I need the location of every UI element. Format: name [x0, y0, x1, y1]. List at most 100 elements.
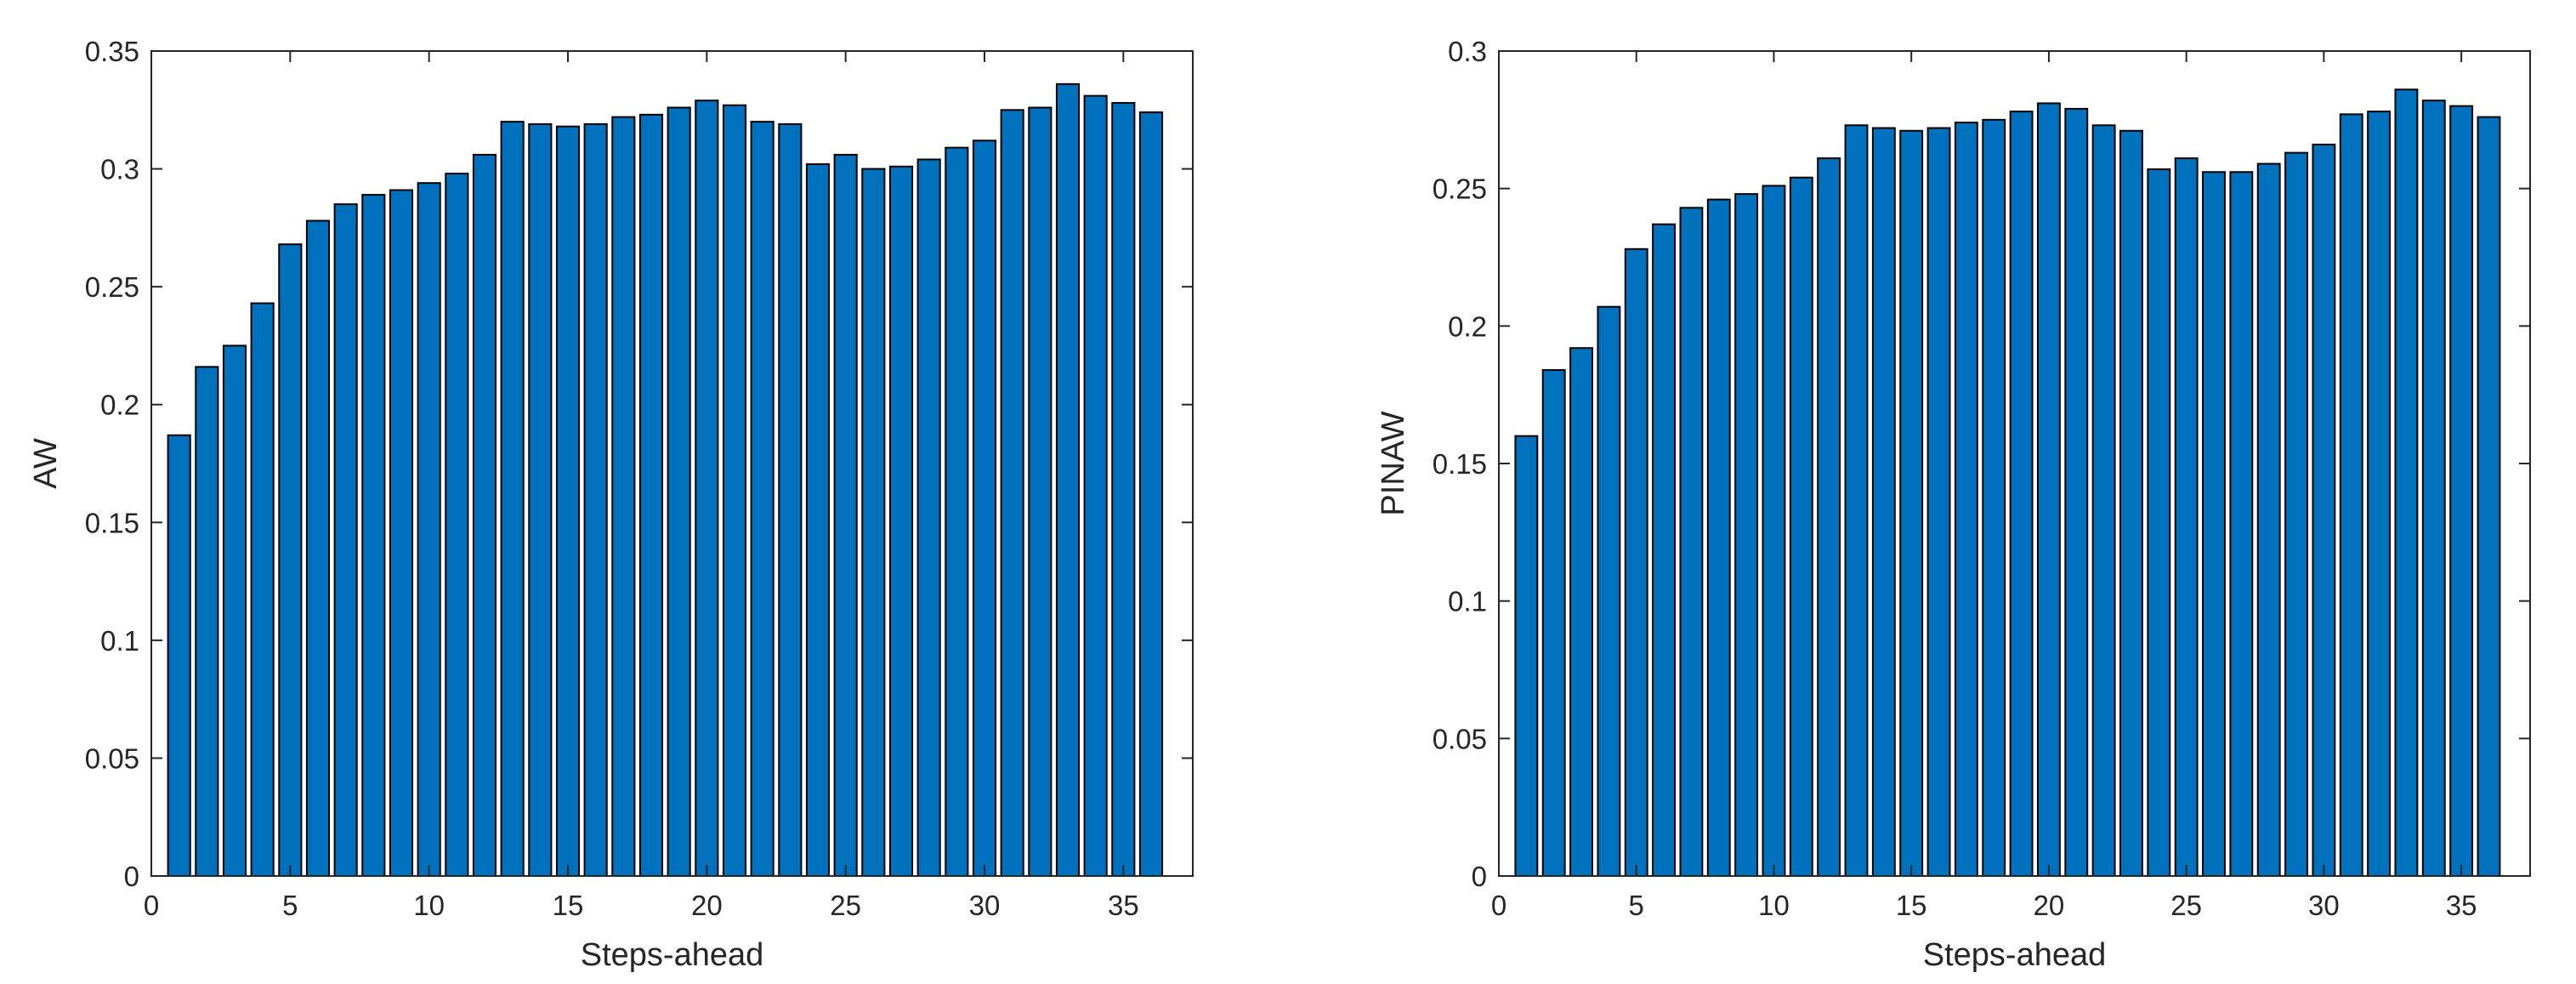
- bar-step-26: [861, 168, 886, 877]
- bar-step-27: [888, 165, 914, 878]
- bar-step-16: [1926, 127, 1951, 877]
- y-tick-label: 0.3: [100, 154, 139, 185]
- bar-step-23: [778, 122, 803, 878]
- bar-step-24: [2147, 168, 2171, 877]
- bar-step-7: [1679, 207, 1704, 878]
- y-tick-label: 0.15: [85, 507, 139, 538]
- y-tick-label: 0.3: [1448, 36, 1487, 67]
- x-tick-label: 10: [413, 890, 445, 921]
- y-tick-label: 0.2: [1448, 310, 1487, 342]
- x-tick-label: 25: [830, 890, 861, 921]
- bar-step-15: [555, 125, 581, 877]
- bar-step-19: [2009, 111, 2034, 877]
- bar-step-23: [2119, 129, 2143, 877]
- bar-step-33: [2394, 88, 2419, 877]
- bar-step-22: [750, 121, 775, 877]
- y-tick-label: 0.05: [1433, 723, 1487, 754]
- bar-step-17: [611, 116, 636, 878]
- bar-step-11: [445, 173, 469, 878]
- bar-step-32: [1028, 106, 1053, 877]
- bar-step-24: [805, 163, 831, 877]
- bar-step-5: [1624, 247, 1648, 877]
- x-tick-label: 15: [553, 890, 584, 921]
- y-axis-label: AW: [28, 438, 64, 489]
- bar-step-28: [2256, 162, 2281, 877]
- bar-step-1: [167, 434, 191, 877]
- y-axis-label: PINAW: [1376, 411, 1411, 515]
- bar-step-13: [500, 121, 525, 877]
- y-tick-label: 0: [124, 861, 139, 892]
- y-tick-label: 0.2: [100, 390, 139, 421]
- bar-step-36: [1138, 111, 1164, 877]
- bar-step-28: [916, 158, 941, 878]
- y-tick-label: 0.15: [1433, 448, 1487, 480]
- axes-frame: [150, 50, 1194, 877]
- bar-step-7: [333, 203, 358, 877]
- bar-step-4: [1597, 305, 1621, 877]
- bar-step-12: [1817, 157, 1841, 878]
- x-tick-label: 5: [1629, 890, 1644, 921]
- bar-step-31: [2339, 113, 2363, 877]
- bar-step-35: [1111, 101, 1136, 878]
- bar-step-21: [722, 104, 747, 878]
- x-axis-label: Steps-ahead: [1923, 937, 2107, 973]
- bar-step-9: [389, 189, 414, 877]
- bar-step-10: [1762, 185, 1786, 877]
- pinaw-chart: 0 5 10 15 20 25 30 35 0 0.05 0.1 0.15 0.2 0.25 0.3 Step…: [1376, 36, 2531, 973]
- x-tick-label: 15: [1896, 890, 1927, 921]
- bar-step-6: [305, 219, 331, 878]
- bar-step-34: [1083, 94, 1108, 878]
- bar-step-8: [361, 194, 386, 877]
- bar-series: [167, 82, 1164, 878]
- bar-step-29: [945, 146, 969, 877]
- bar-step-13: [1844, 124, 1869, 878]
- x-tick-label: 25: [2170, 890, 2202, 921]
- bar-series: [1514, 88, 2501, 878]
- bar-step-5: [278, 243, 303, 877]
- x-tick-label: 30: [969, 890, 1001, 921]
- y-tick-label: 0: [1472, 861, 1487, 892]
- bar-step-9: [1734, 193, 1759, 877]
- bar-step-18: [638, 113, 664, 877]
- x-tick-label: 5: [282, 890, 298, 921]
- bar-step-19: [667, 106, 691, 877]
- bar-step-14: [528, 122, 553, 878]
- x-tick-label: 35: [1108, 890, 1139, 921]
- bar-step-34: [2421, 100, 2446, 877]
- y-tick-label: 0.1: [100, 625, 139, 657]
- bar-step-12: [472, 153, 497, 877]
- bar-step-29: [2284, 151, 2308, 877]
- bar-step-6: [1652, 223, 1677, 877]
- bar-step-16: [583, 122, 608, 878]
- bar-step-26: [2202, 171, 2226, 877]
- bar-step-2: [195, 366, 219, 877]
- bar-step-30: [972, 139, 997, 877]
- bar-step-25: [833, 153, 858, 877]
- bar-step-3: [1569, 347, 1593, 877]
- x-tick-label: 30: [2308, 890, 2340, 921]
- y-tick-label: 0.05: [85, 742, 139, 774]
- bar-step-25: [2174, 157, 2199, 878]
- bar-step-35: [2449, 105, 2474, 878]
- x-tick-label: 35: [2446, 890, 2477, 921]
- bar-step-18: [1982, 118, 2006, 877]
- bar-step-33: [1055, 82, 1081, 878]
- bar-step-4: [250, 302, 275, 878]
- bar-step-17: [1954, 122, 1978, 877]
- x-axis-label: Steps-ahead: [581, 937, 764, 973]
- bar-step-8: [1706, 198, 1731, 878]
- x-tick-label: 0: [1491, 890, 1506, 921]
- x-tick-label: 10: [1758, 890, 1790, 921]
- x-tick-label: 0: [144, 890, 159, 921]
- bar-step-21: [2064, 107, 2089, 877]
- bar-step-2: [1541, 369, 1566, 877]
- bar-step-30: [2312, 143, 2336, 877]
- bar-step-36: [2477, 116, 2501, 878]
- bar-step-10: [417, 182, 441, 877]
- bar-step-22: [2091, 124, 2116, 878]
- aw-chart: 0 5 10 15 20 25 30 35 0 0.05 0.1 0.15 0.2 0.25 0.3 0.35…: [28, 36, 1194, 973]
- bar-step-20: [2036, 102, 2061, 878]
- y-tick-label: 0.35: [85, 36, 139, 67]
- bar-step-31: [1000, 109, 1024, 878]
